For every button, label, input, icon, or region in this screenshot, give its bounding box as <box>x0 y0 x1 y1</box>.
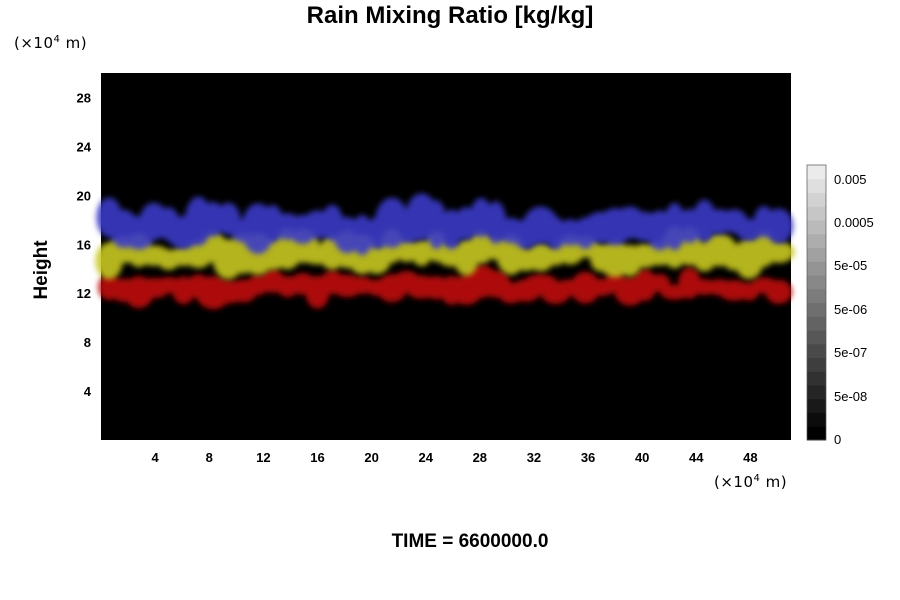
x-tick-label: 40 <box>635 450 649 465</box>
colorbar-step <box>807 330 826 345</box>
colorbar-step <box>807 385 826 400</box>
colorbar-label: 5e-08 <box>834 389 867 404</box>
x-tick-label: 36 <box>581 450 595 465</box>
rain-field <box>95 193 795 310</box>
x-tick-label: 28 <box>473 450 487 465</box>
colorbar-frame <box>806 164 827 441</box>
x-tick-label: 8 <box>206 450 213 465</box>
colorbar-step <box>807 206 826 221</box>
colorbar-label: 0.005 <box>834 172 867 187</box>
y-tick-label: 4 <box>84 384 92 399</box>
colorbar-step <box>807 426 826 441</box>
y-tick-label: 12 <box>77 286 91 301</box>
colorbar-step <box>807 343 826 358</box>
colorbar-step <box>807 261 826 276</box>
colorbar-step <box>807 412 826 427</box>
colorbar-step <box>807 288 826 303</box>
y-tick-label: 8 <box>84 335 91 350</box>
colorbar-step <box>807 178 826 193</box>
x-tick-label: 4 <box>152 450 160 465</box>
y-tick-label: 28 <box>77 90 91 105</box>
colorbar-step <box>807 233 826 248</box>
colorbar-step <box>807 302 826 317</box>
colorbar-step <box>807 192 826 207</box>
colorbar: 0.005 0.0005 5e-05 5e-06 5e-07 5e-08 0 <box>806 164 874 447</box>
x-tick-label: 48 <box>743 450 757 465</box>
colorbar-label: 5e-05 <box>834 258 867 273</box>
colorbar-step <box>807 247 826 262</box>
x-tick-label: 12 <box>256 450 270 465</box>
colorbar-step <box>807 165 826 180</box>
x-tick-label: 20 <box>364 450 378 465</box>
y-tick-label: 24 <box>77 139 92 154</box>
colorbar-step <box>807 398 826 413</box>
y-tick-label: 16 <box>77 237 91 252</box>
x-tick-label: 16 <box>310 450 324 465</box>
y-axis-unit: (×104 m) <box>14 34 88 52</box>
colorbar-label: 0 <box>834 432 841 447</box>
field-band-3 <box>96 193 794 256</box>
field-band-1 <box>98 264 793 310</box>
time-label: TIME = 6600000.0 <box>391 531 549 552</box>
x-tick-label: 44 <box>689 450 704 465</box>
x-tick-label: 24 <box>418 450 433 465</box>
colorbar-label: 0.0005 <box>834 215 874 230</box>
colorbar-label: 5e-06 <box>834 302 867 317</box>
colorbar-label: 5e-07 <box>834 345 867 360</box>
colorbar-step <box>807 357 826 372</box>
y-tick-label: 20 <box>77 188 91 203</box>
colorbar-step <box>807 220 826 235</box>
x-tick-label: 32 <box>527 450 541 465</box>
colorbar-step <box>807 275 826 290</box>
colorbar-step <box>807 371 826 386</box>
colorbar-step <box>807 316 826 331</box>
x-axis-unit: (×104 m) <box>714 473 788 491</box>
chart-title: Rain Mixing Ratio [kg/kg] <box>306 2 594 29</box>
